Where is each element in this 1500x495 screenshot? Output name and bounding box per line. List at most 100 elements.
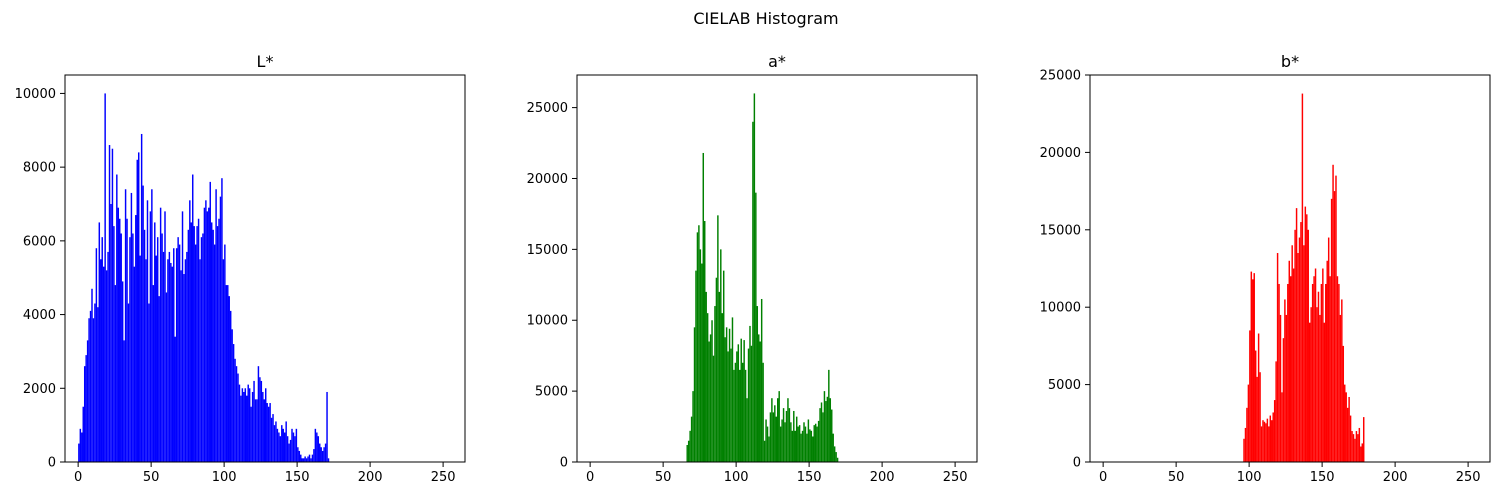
bar <box>812 436 814 462</box>
bar <box>731 317 734 462</box>
bar <box>244 388 247 462</box>
bar <box>247 384 249 462</box>
bar <box>272 414 274 462</box>
bar <box>778 391 780 462</box>
bar <box>310 458 312 462</box>
bar <box>718 291 721 462</box>
bar <box>209 181 211 462</box>
bar <box>746 398 748 462</box>
bar <box>117 207 120 462</box>
bar <box>229 310 232 462</box>
bar <box>1330 198 1333 462</box>
bar <box>760 298 763 462</box>
bar <box>689 430 691 462</box>
bar <box>772 412 775 462</box>
bar <box>1314 268 1317 462</box>
bar <box>782 408 785 462</box>
subplot-title: a* <box>768 52 786 71</box>
bar <box>275 421 277 462</box>
bar <box>774 405 776 462</box>
bar <box>1279 314 1282 462</box>
bar <box>690 416 693 462</box>
bar <box>788 408 791 462</box>
bar <box>1313 276 1315 462</box>
bar <box>749 325 751 462</box>
bar <box>304 456 306 462</box>
bar <box>1351 431 1353 462</box>
bar <box>1243 438 1245 462</box>
bar <box>105 270 108 462</box>
bar <box>189 200 191 463</box>
x-tick-label: 150 <box>797 470 822 485</box>
bar <box>727 351 729 462</box>
bar <box>795 416 798 462</box>
bar <box>222 259 225 462</box>
bar <box>752 121 754 463</box>
bar <box>81 432 83 462</box>
bar <box>323 447 325 462</box>
x-tick-label: 50 <box>143 470 160 485</box>
bar <box>798 425 801 462</box>
bar <box>1273 400 1276 462</box>
bar <box>295 428 298 462</box>
bar <box>794 430 796 462</box>
bar <box>237 373 239 462</box>
bar <box>728 328 731 462</box>
bars <box>78 93 330 463</box>
bar <box>1257 333 1260 462</box>
bar <box>753 93 756 462</box>
bar <box>143 229 146 462</box>
bar <box>317 436 320 462</box>
bar <box>1284 299 1286 462</box>
bar <box>260 380 263 462</box>
bar <box>297 447 299 462</box>
y-tick-label: 20000 <box>1040 146 1081 161</box>
bar <box>240 395 242 462</box>
bar <box>1327 237 1330 462</box>
bar <box>705 291 707 462</box>
bar <box>216 226 219 462</box>
x-tick-label: 200 <box>358 470 383 485</box>
bar <box>803 422 805 462</box>
bar <box>262 391 264 462</box>
subplot-1: L* 0 50 100 150 200 250 0 2000 4000 6000 8000 10000 <box>15 52 466 485</box>
figure-title: CIELAB Histogram <box>693 9 838 28</box>
bar <box>151 189 153 462</box>
bar <box>1260 426 1263 462</box>
bar <box>162 251 165 462</box>
x-tick-label: 0 <box>74 470 82 485</box>
bar <box>152 285 155 462</box>
bar <box>243 391 245 462</box>
bar <box>133 266 136 462</box>
y-tick-label: 2000 <box>23 382 56 397</box>
bar <box>709 334 712 462</box>
axes-frame <box>576 74 978 463</box>
bar <box>224 244 226 462</box>
bar <box>311 454 314 462</box>
bar <box>213 244 216 462</box>
bar <box>159 207 162 462</box>
y-tick-label: 10000 <box>527 314 568 329</box>
bar <box>114 285 117 462</box>
bar <box>1307 229 1309 462</box>
bar <box>1247 384 1250 462</box>
bar <box>1335 175 1337 462</box>
bar <box>1244 427 1247 462</box>
bar <box>1252 279 1254 462</box>
bar <box>111 148 114 462</box>
bar <box>289 439 292 462</box>
bar <box>307 456 309 462</box>
bar <box>741 362 744 462</box>
bar <box>1288 260 1290 462</box>
bar <box>779 426 782 462</box>
bar <box>98 222 101 462</box>
x-tick-label: 200 <box>1383 470 1408 485</box>
bar <box>91 288 93 462</box>
bar <box>127 303 130 462</box>
bar <box>107 251 109 462</box>
bar <box>1256 376 1258 462</box>
bar <box>1269 415 1272 462</box>
bar <box>1246 407 1248 462</box>
bar <box>130 192 133 462</box>
bar <box>178 244 181 462</box>
